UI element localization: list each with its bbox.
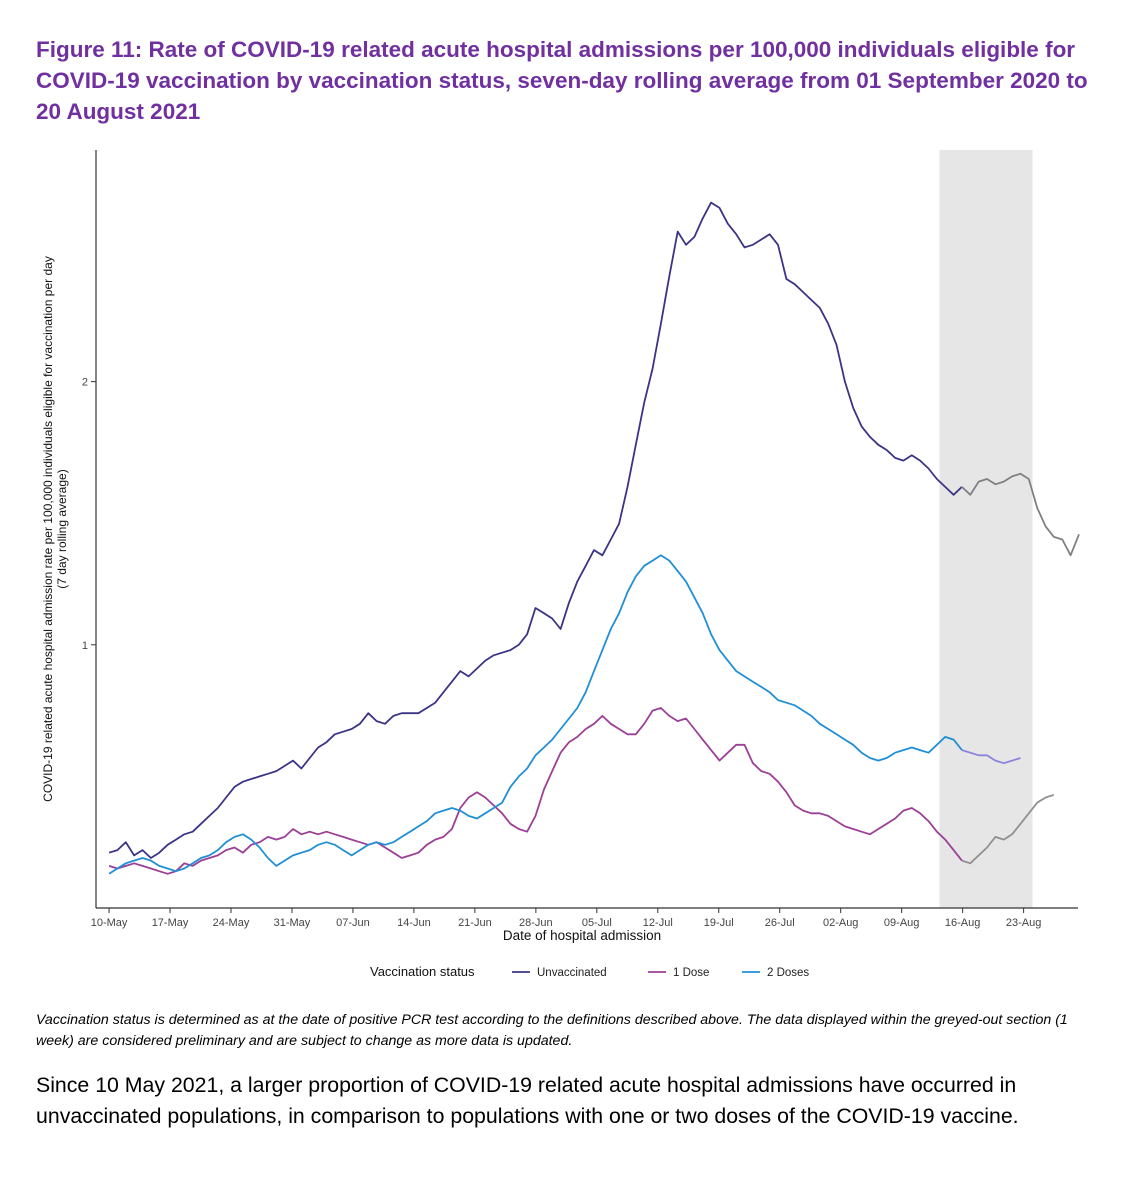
x-tick-label: 24-May — [213, 917, 250, 929]
x-tick-label: 09-Aug — [884, 917, 919, 929]
x-tick-label: 14-Jun — [397, 917, 431, 929]
y-tick-label: 2 — [82, 377, 88, 389]
x-tick-label: 26-Jul — [765, 917, 795, 929]
y-axis-title-line: COVID-19 related acute hospital admissio… — [41, 256, 55, 802]
figure-note: Vaccination status is determined as at t… — [36, 1012, 1068, 1049]
legend-title: Vaccination status — [370, 964, 475, 979]
figure-title: Figure 11: Rate of COVID-19 related acut… — [36, 37, 1088, 124]
series-line-unvaccinated — [108, 201, 963, 859]
x-tick-label: 23-Aug — [1006, 917, 1041, 929]
x-tick-label: 12-Jul — [643, 917, 673, 929]
x-tick-label: 28-Jun — [519, 917, 553, 929]
legend-label: Unvaccinated — [537, 967, 607, 979]
x-tick-label: 10-May — [91, 917, 128, 929]
x-axis-title: Date of hospital admission — [503, 928, 661, 943]
preliminary-shaded-region — [939, 150, 1033, 908]
line-chart: 1 2 10-May 17-May 24-May 31-May 07-Jun 14-Jun 21… — [41, 150, 1080, 979]
x-tick-label: 21-Jun — [458, 917, 492, 929]
y-tick-label: 1 — [82, 640, 88, 652]
legend-label: 1 Dose — [673, 967, 709, 979]
legend-label: 2 Doses — [767, 967, 809, 979]
series-line-2-doses — [108, 554, 963, 875]
x-tick-label: 02-Aug — [823, 917, 858, 929]
x-tick-label: 19-Jul — [704, 917, 734, 929]
x-tick-label: 05-Jul — [582, 917, 612, 929]
x-tick-label: 31-May — [274, 917, 311, 929]
chart-axes: 1 2 10-May 17-May 24-May 31-May 07-Jun 14-Jun 21… — [41, 150, 1078, 943]
y-axis-title-line: (7 day rolling average) — [55, 469, 69, 588]
series-line-preliminary-1-dose — [961, 793, 1055, 865]
body-paragraph: Since 10 May 2021, a larger proportion o… — [36, 1073, 1019, 1128]
preliminary-shade-rect — [939, 150, 1033, 908]
x-tick-label: 17-May — [152, 917, 189, 929]
series-line-1-dose — [108, 707, 963, 875]
chart-series — [108, 201, 1080, 875]
chart-legend: Vaccination status Unvaccinated 1 Dose 2 Do… — [370, 964, 809, 979]
x-tick-label: 16-Aug — [945, 917, 980, 929]
x-tick-label: 07-Jun — [336, 917, 370, 929]
series-line-preliminary-unvaccinated — [961, 472, 1080, 557]
series-line-preliminary-2-doses — [961, 749, 1021, 765]
